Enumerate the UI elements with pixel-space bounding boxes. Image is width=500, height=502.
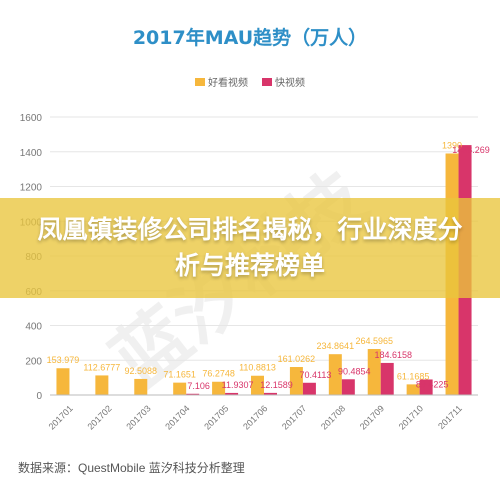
value-label-haokan: 71.1651	[163, 370, 196, 380]
bar-haokan-201702	[95, 375, 109, 395]
value-label-kuai: 1438.269	[452, 145, 490, 155]
bar-kuai-201710	[419, 379, 433, 395]
value-label-kuai: 11.9307	[222, 380, 254, 390]
value-label-kuai: 184.6158	[374, 350, 412, 360]
value-label-haokan: 76.2748	[202, 369, 235, 379]
value-label-haokan: 1390	[442, 140, 462, 150]
x-tick-label: 201708	[319, 403, 347, 431]
value-label-haokan: 112.6777	[83, 362, 120, 372]
x-tick-label: 201711	[436, 403, 464, 431]
bar-haokan-201706	[251, 375, 264, 395]
bar-kuai-201705	[225, 392, 239, 395]
value-label-kuai: 90.4854	[338, 366, 371, 376]
bar-haokan-201705	[212, 381, 226, 395]
value-label-haokan: 264.5965	[355, 336, 393, 346]
x-tick-label: 201706	[241, 403, 269, 431]
overlay-title: 凤凰镇装修公司排名揭秘，行业深度分析与推荐榜单	[37, 215, 463, 280]
source-note: 数据来源：QuestMobile 蓝汐科技分析整理	[18, 461, 245, 475]
value-label-kuai: 7.106	[187, 381, 210, 391]
value-label-haokan: 92.5088	[124, 366, 157, 376]
y-tick-label: 1200	[20, 183, 43, 194]
bar-haokan-201707	[289, 367, 303, 395]
y-tick-label: 0	[36, 391, 42, 402]
value-label-kuai: 70.4113	[299, 370, 331, 380]
x-tick-label: 201702	[85, 403, 113, 431]
value-label-kuai: 12.1589	[260, 380, 293, 390]
value-label-kuai: 89.4225	[416, 379, 449, 389]
x-tick-label: 201707	[280, 403, 308, 431]
bar-haokan-201701	[56, 368, 70, 395]
x-tick-label: 201703	[124, 403, 152, 431]
overlay-banner: 凤凰镇装修公司排名揭秘，行业深度分析与推荐榜单	[0, 198, 500, 298]
value-label-haokan: 61.1685	[397, 371, 430, 381]
y-tick-label: 1400	[20, 148, 43, 159]
y-tick-label: 400	[25, 322, 42, 333]
x-tick-label: 201704	[163, 403, 191, 431]
bar-haokan-201710	[406, 384, 420, 395]
legend-label-haokan: 好看视频	[208, 76, 248, 89]
bar-kuai-201707	[302, 382, 316, 395]
value-label-haokan: 161.0262	[278, 354, 316, 364]
bar-kuai-201706	[264, 392, 277, 395]
bar-kuai-201708	[341, 379, 355, 395]
value-label-haokan: 153.979	[47, 355, 80, 365]
legend: 好看视频 快视频	[195, 76, 305, 89]
x-tick-label: 201705	[202, 403, 230, 431]
legend-swatch-haokan	[195, 78, 205, 86]
bar-kuai-201709	[380, 362, 394, 395]
x-tick-label: 201710	[397, 403, 425, 431]
y-tick-label: 200	[25, 356, 42, 367]
x-tick-label: 201701	[47, 403, 75, 431]
bar-kuai-201704	[186, 393, 200, 395]
bar-haokan-201704	[173, 382, 187, 395]
value-label-haokan: 234.8641	[317, 341, 355, 351]
legend-label-kuai: 快视频	[275, 76, 305, 89]
legend-swatch-kuai	[262, 78, 272, 86]
value-label-haokan: 110.8813	[239, 363, 276, 373]
bar-haokan-201709	[367, 349, 381, 395]
x-tick-label: 201709	[358, 403, 386, 431]
bar-haokan-201708	[328, 354, 342, 395]
y-tick-label: 1600	[20, 113, 43, 124]
chart-title: 2017年MAU趋势（万人）	[133, 26, 367, 49]
bar-haokan-201703	[134, 378, 148, 395]
